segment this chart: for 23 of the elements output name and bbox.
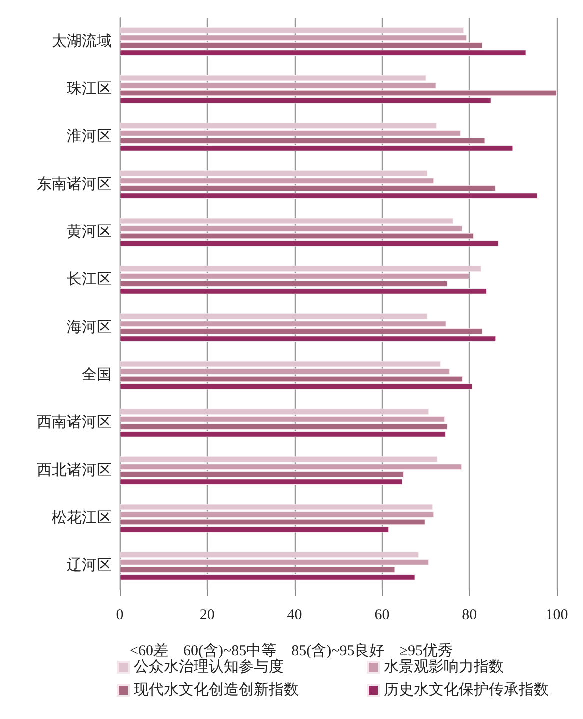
legend-label: 水景观影响力指数	[384, 658, 504, 676]
legend-label: 公众水治理认知参与度	[134, 658, 284, 676]
y-tick-label: 珠江区	[67, 80, 112, 98]
x-tick-label: 40	[287, 608, 302, 624]
x-tick-label: 20	[200, 608, 215, 624]
y-tick-label: 太湖流域	[52, 32, 112, 50]
y-tick-label: 东南诸河区	[37, 176, 112, 193]
legend-label: 现代水文化创造创新指数	[134, 682, 299, 698]
y-tick-label: 黄河区	[67, 224, 112, 240]
y-tick-label: 长江区	[67, 271, 112, 288]
x-tick-label: 0	[116, 608, 124, 624]
x-tick-label: 80	[462, 608, 478, 624]
text: <60差 60(含)~85中等 85(含)~95良好 ≥95优秀	[130, 642, 453, 660]
y-tick-label: 松花江区	[52, 510, 112, 526]
y-tick-label: 辽河区	[67, 557, 112, 574]
y-tick-label: 西北诸河区	[37, 462, 112, 479]
x-tick-label: 100	[546, 608, 568, 624]
y-tick-label: 海河区	[67, 318, 112, 336]
x-tick-label: 60	[374, 608, 390, 624]
y-tick-label: 西南诸河区	[37, 414, 112, 432]
y-tick-label: 全国	[82, 366, 112, 384]
y-tick-label: 淮河区	[67, 128, 112, 146]
legend-label: 历史水文化保护传承指数	[384, 682, 549, 698]
